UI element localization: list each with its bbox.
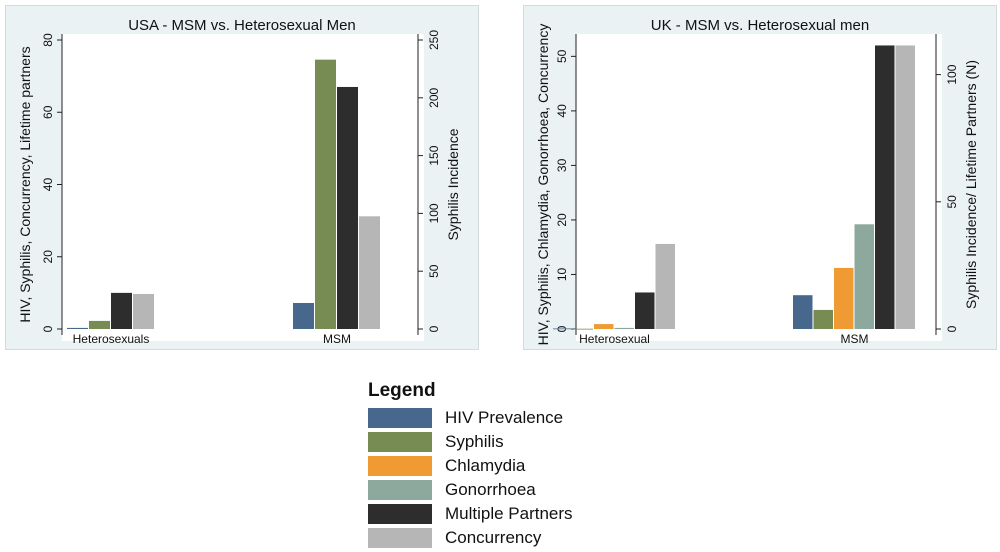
category-label-msm: MSM — [841, 332, 869, 346]
bar-syphilis-msm — [315, 59, 336, 329]
usa-chart-panel: USA - MSM vs. Heterosexual Men 0 20 40 60 80 H… — [5, 5, 479, 350]
bar-multiple-partners-heterosexuals — [111, 292, 132, 329]
bar-multiple-partners-msm — [337, 86, 358, 330]
y-tick-label-right: 50 — [945, 195, 959, 209]
uk-chart: UK - MSM vs. Heterosexual men 0 10 20 30 40 50… — [535, 17, 979, 346]
legend-label: Multiple Partners — [445, 504, 573, 523]
bar-chlamydia-msm — [834, 267, 854, 329]
y-axis-label-right: Syphilis Incidence/ Lifetime Partners (N… — [963, 60, 979, 309]
y-axis-label-left: HIV, Syphilis, Concurrency, Lifetime par… — [17, 46, 33, 322]
bar-concurrency-msm — [895, 45, 915, 330]
bar-syphilis-heterosexuals — [89, 320, 110, 329]
usa-chart: USA - MSM vs. Heterosexual Men 0 20 40 60 80 H… — [17, 17, 461, 346]
legend-swatch — [368, 408, 432, 428]
y-tick-label-right: 150 — [427, 145, 441, 165]
y-tick-label-left: 20 — [41, 250, 55, 264]
category-label-heterosexuals: Heterosexuals — [73, 332, 150, 346]
legend-label: Gonorrhoea — [445, 480, 536, 499]
legend-swatch — [368, 432, 432, 452]
category-label-heterosexual: Heterosexual — [579, 332, 650, 346]
bar-concurrency-heterosexual — [655, 243, 675, 329]
uk-chart-panel: UK - MSM vs. Heterosexual men 0 10 20 30 40 50… — [523, 5, 997, 350]
category-label-msm: MSM — [323, 332, 351, 346]
legend-swatch — [368, 528, 432, 548]
bar-syphilis-msm — [813, 309, 833, 329]
y-tick-label-left: 40 — [555, 104, 569, 118]
bar-hiv-prevalence-msm — [793, 295, 813, 329]
bar-concurrency-heterosexuals — [133, 293, 154, 329]
y-tick-label-right: 0 — [945, 325, 959, 332]
bar-gonorrhoea-msm — [854, 224, 874, 329]
legend-label: HIV Prevalence — [445, 408, 564, 427]
bar-chlamydia-heterosexual — [594, 324, 614, 329]
bar-multiple-partners-heterosexual — [635, 292, 655, 329]
bar-hiv-prevalence-heterosexual — [553, 328, 573, 330]
y-tick-label-right: 200 — [427, 87, 441, 107]
legend-label: Syphilis — [445, 432, 504, 451]
bar-concurrency-msm — [359, 216, 380, 329]
bar-gonorrhoea-heterosexual — [614, 327, 634, 329]
y-tick-label-right: 100 — [945, 64, 959, 84]
legend-swatch — [368, 504, 432, 524]
y-tick-label-left: 50 — [555, 49, 569, 63]
y-tick-label-left: 60 — [41, 105, 55, 119]
y-tick-label-right: 250 — [427, 30, 441, 50]
legend-title: Legend — [368, 380, 436, 401]
y-tick-label-right: 0 — [427, 325, 441, 332]
y-tick-label-left: 20 — [555, 213, 569, 227]
y-axis-label-right: Syphilis Incidence — [445, 128, 461, 240]
y-tick-label-left: 0 — [41, 325, 55, 332]
chart-title: UK - MSM vs. Heterosexual men — [651, 17, 869, 34]
y-tick-label-left: 80 — [41, 33, 55, 47]
y-tick-label-right: 50 — [427, 264, 441, 278]
legend-swatch — [368, 456, 432, 476]
legend-swatch — [368, 480, 432, 500]
y-axis-label-left: HIV, Syphilis, Chlamydia, Gonorrhoea, Co… — [535, 24, 551, 346]
bar-multiple-partners-msm — [875, 45, 895, 330]
bar-hiv-prevalence-heterosexuals — [67, 327, 88, 329]
y-tick-label-left: 10 — [555, 267, 569, 281]
chart-title: USA - MSM vs. Heterosexual Men — [128, 17, 356, 34]
bar-hiv-prevalence-msm — [293, 302, 314, 329]
y-tick-label-right: 100 — [427, 203, 441, 223]
bar-syphilis-heterosexual — [573, 328, 593, 330]
legend-label: Concurrency — [445, 528, 542, 547]
y-tick-label-left: 40 — [41, 178, 55, 192]
y-tick-label-left: 30 — [555, 158, 569, 172]
legend-label: Chlamydia — [445, 456, 526, 475]
